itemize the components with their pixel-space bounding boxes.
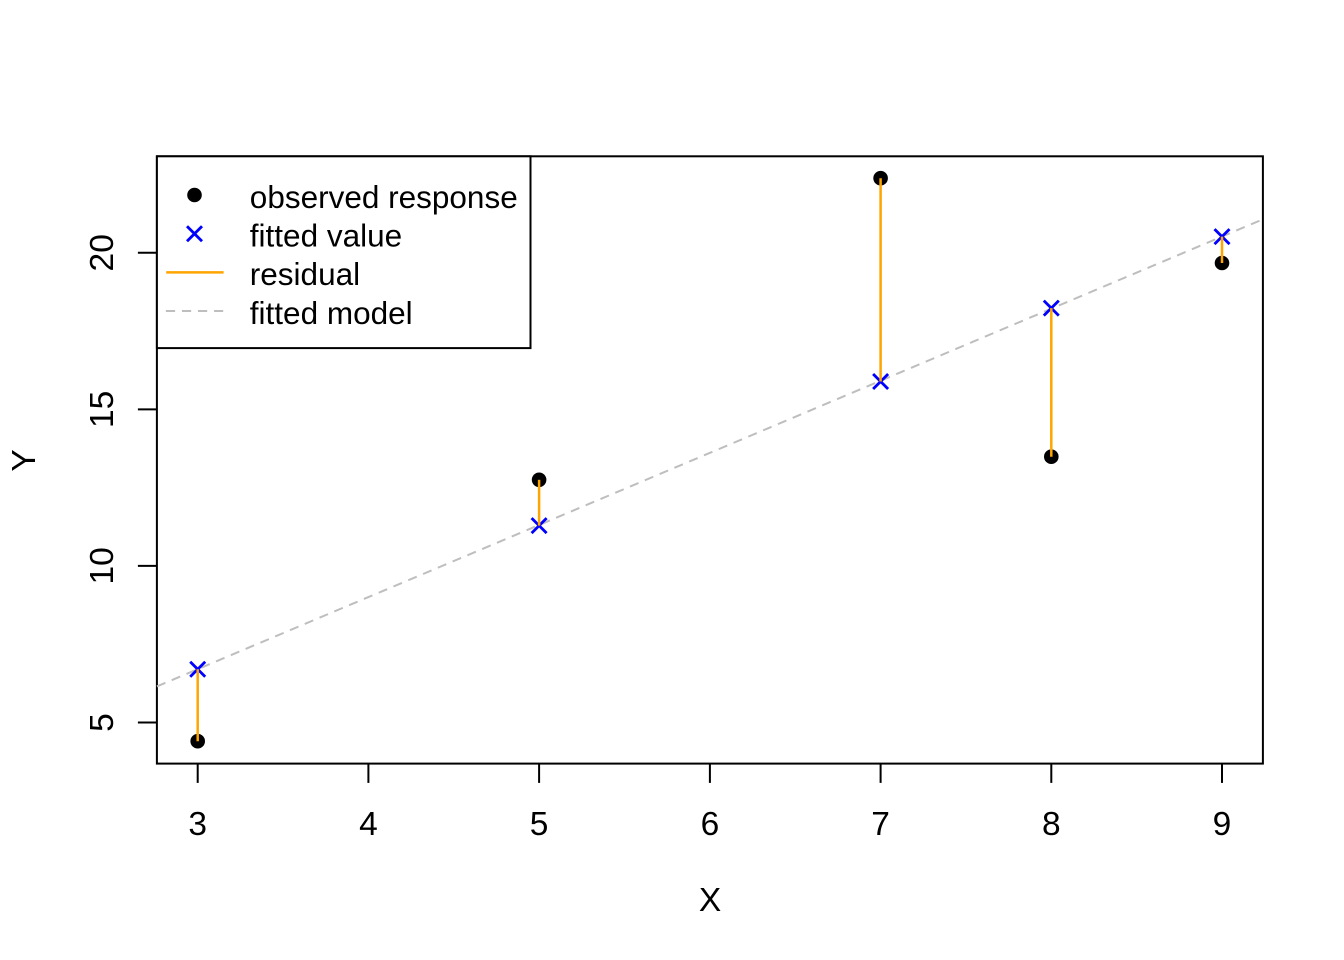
svg-text:residual: residual [250, 256, 360, 292]
svg-text:4: 4 [359, 806, 378, 843]
svg-text:20: 20 [84, 234, 121, 271]
svg-text:10: 10 [84, 547, 121, 584]
svg-text:5: 5 [530, 806, 549, 843]
svg-text:X: X [699, 882, 721, 919]
svg-text:6: 6 [701, 806, 720, 843]
svg-text:5: 5 [84, 713, 121, 732]
svg-text:Y: Y [6, 449, 43, 471]
svg-text:9: 9 [1213, 806, 1232, 843]
svg-text:8: 8 [1042, 806, 1061, 843]
svg-text:fitted model: fitted model [250, 295, 413, 331]
svg-text:observed response: observed response [250, 179, 518, 215]
svg-text:15: 15 [84, 391, 121, 428]
svg-text:7: 7 [871, 806, 890, 843]
svg-text:3: 3 [188, 806, 207, 843]
svg-text:fitted value: fitted value [250, 218, 402, 254]
